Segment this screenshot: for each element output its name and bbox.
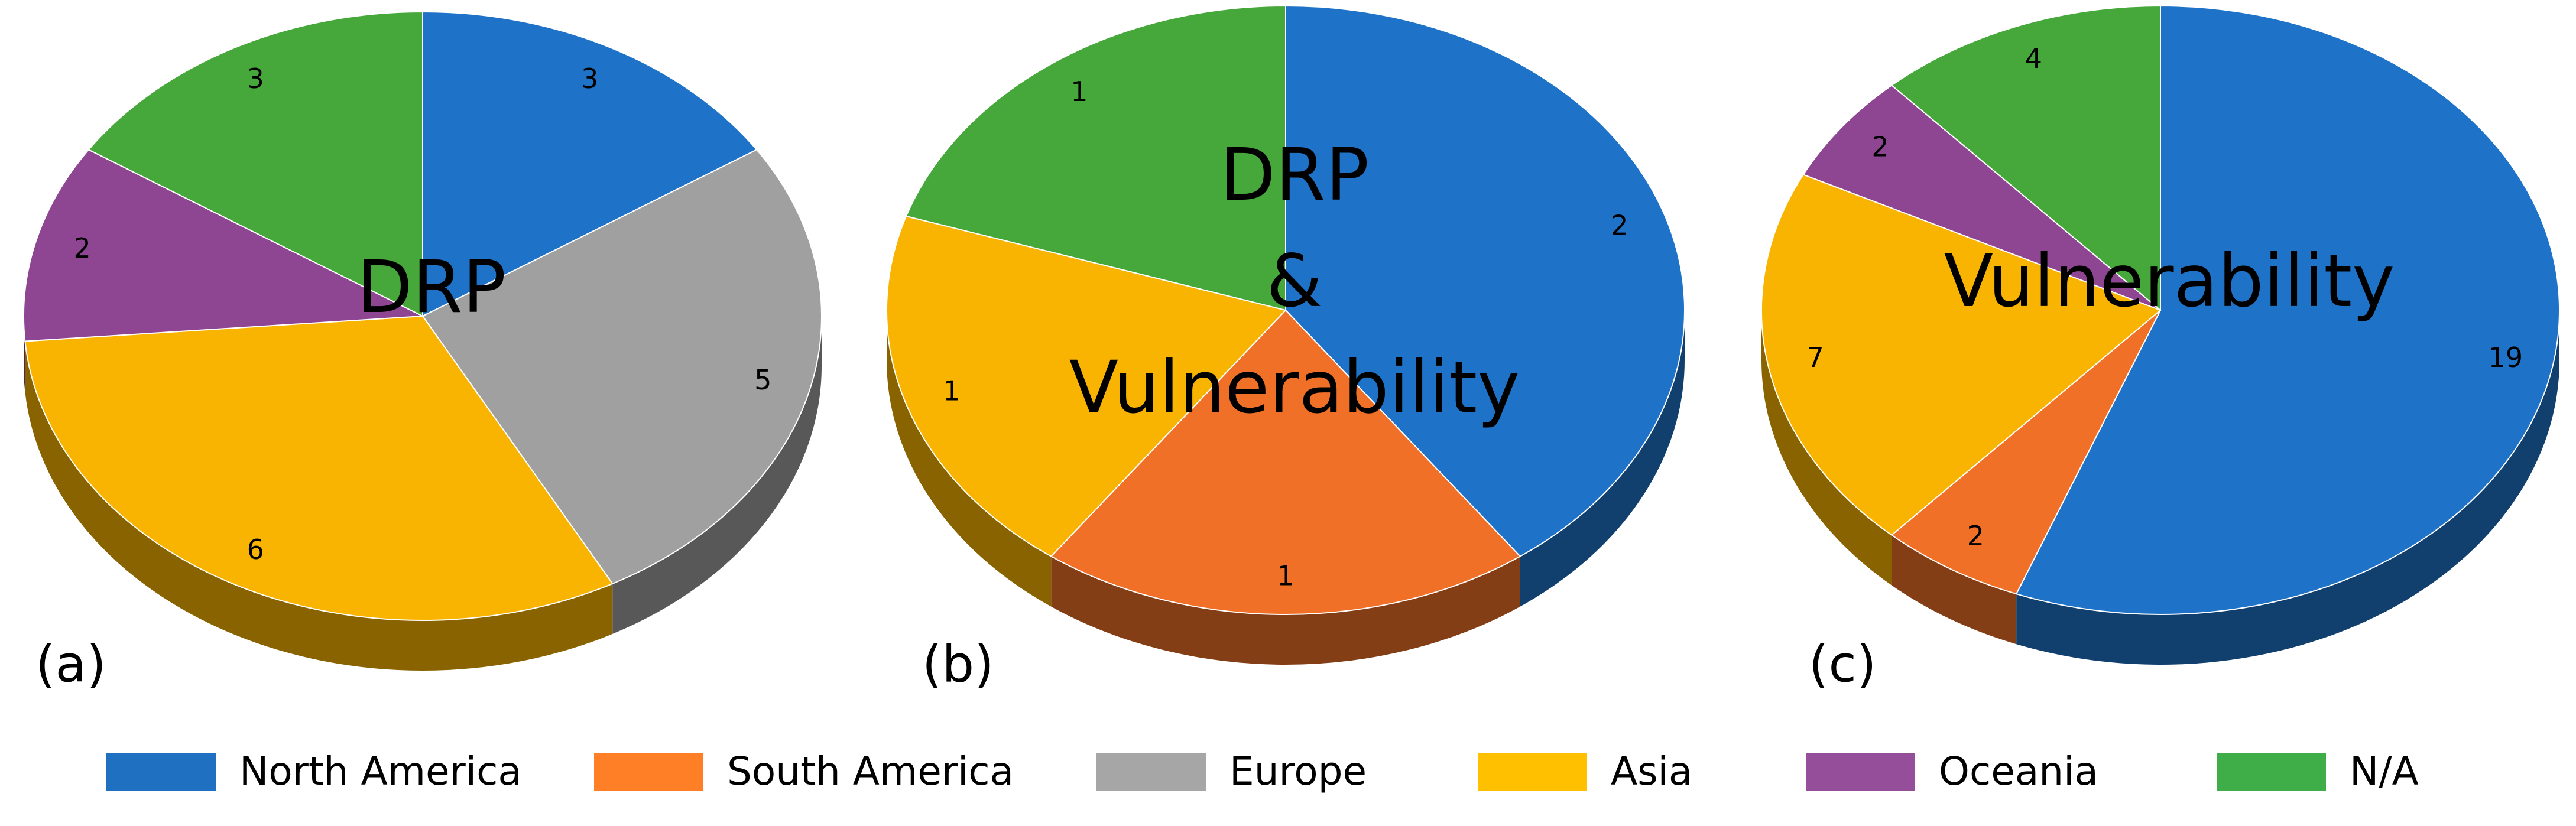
value-label: 2 <box>74 232 91 264</box>
pie-slice <box>87 11 423 317</box>
pie-slice <box>24 315 614 621</box>
pie-side <box>1892 535 2017 645</box>
legend-label: Oceania <box>1939 749 2098 794</box>
pie-side <box>1520 310 1685 607</box>
legend-swatch <box>1096 753 1206 791</box>
value-label: 19 <box>2489 342 2523 373</box>
legend-label: Europe <box>1229 749 1367 794</box>
value-label: 6 <box>247 534 264 565</box>
value-label: 3 <box>581 63 598 95</box>
value-label: 2 <box>1967 520 1984 552</box>
pie-title: & <box>1266 239 1322 323</box>
panel-label: (b) <box>922 635 994 694</box>
pie-slice <box>2015 5 2560 615</box>
pie-title: DRP <box>357 245 506 329</box>
value-label: 7 <box>1806 342 1824 373</box>
pie-side <box>887 310 1052 607</box>
pie-slice <box>1285 5 1685 557</box>
legend-label: Asia <box>1611 749 1692 794</box>
pie-title: Vulnerability <box>1069 346 1520 430</box>
pie-slice <box>1890 5 2161 312</box>
pie-slice <box>23 149 425 342</box>
legend-swatch <box>1478 753 1587 791</box>
pie-side <box>1051 556 1520 665</box>
legend-swatch <box>106 753 216 791</box>
pie-slice <box>421 149 822 585</box>
value-label: 5 <box>754 364 771 396</box>
pie-side <box>25 341 613 671</box>
value-label: 3 <box>247 63 264 95</box>
value-label: 2 <box>1611 209 1628 241</box>
pie-side <box>2016 310 2559 665</box>
value-label: 1 <box>943 375 960 407</box>
value-label: 1 <box>1070 76 1088 108</box>
legend-label: South America <box>727 749 1014 794</box>
pie-slice <box>1890 310 2161 595</box>
legend-label: N/A <box>2350 749 2419 794</box>
legend-swatch <box>2217 753 2326 791</box>
value-label: 1 <box>1277 560 1294 592</box>
pie-side <box>612 316 822 634</box>
pie-slice <box>905 5 1286 311</box>
legend-swatch <box>594 753 703 791</box>
legend-swatch <box>1806 753 1915 791</box>
value-label: 4 <box>2025 43 2042 74</box>
pie-side <box>1761 310 1892 586</box>
legend-label: North America <box>239 749 522 794</box>
pie-slice <box>1802 84 2161 311</box>
pie-slice <box>1761 174 2162 536</box>
pie-slice <box>422 11 758 317</box>
value-label: 2 <box>1871 131 1889 162</box>
panel-label: (c) <box>1809 635 1876 694</box>
panel-label: (a) <box>35 635 106 694</box>
pie-slice <box>1050 309 1521 616</box>
pie-title: Vulnerability <box>1944 239 2395 323</box>
pie-slice <box>886 215 1287 557</box>
pie-title: DRP <box>1220 133 1369 217</box>
